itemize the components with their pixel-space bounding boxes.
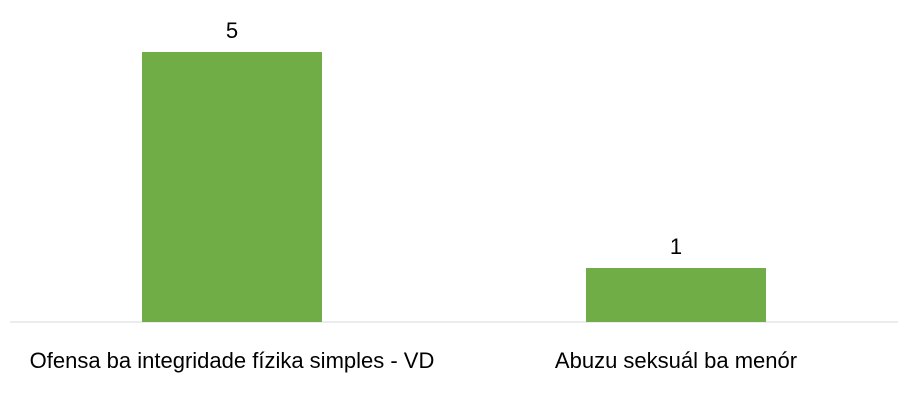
bar bbox=[142, 52, 322, 322]
data-label: 1 bbox=[670, 234, 682, 259]
x-tick-label: Ofensa ba integridade fízika simples - V… bbox=[30, 348, 435, 373]
data-label: 5 bbox=[226, 18, 238, 43]
x-tick-label: Abuzu seksuál ba menór bbox=[555, 348, 797, 373]
bar bbox=[586, 268, 766, 322]
